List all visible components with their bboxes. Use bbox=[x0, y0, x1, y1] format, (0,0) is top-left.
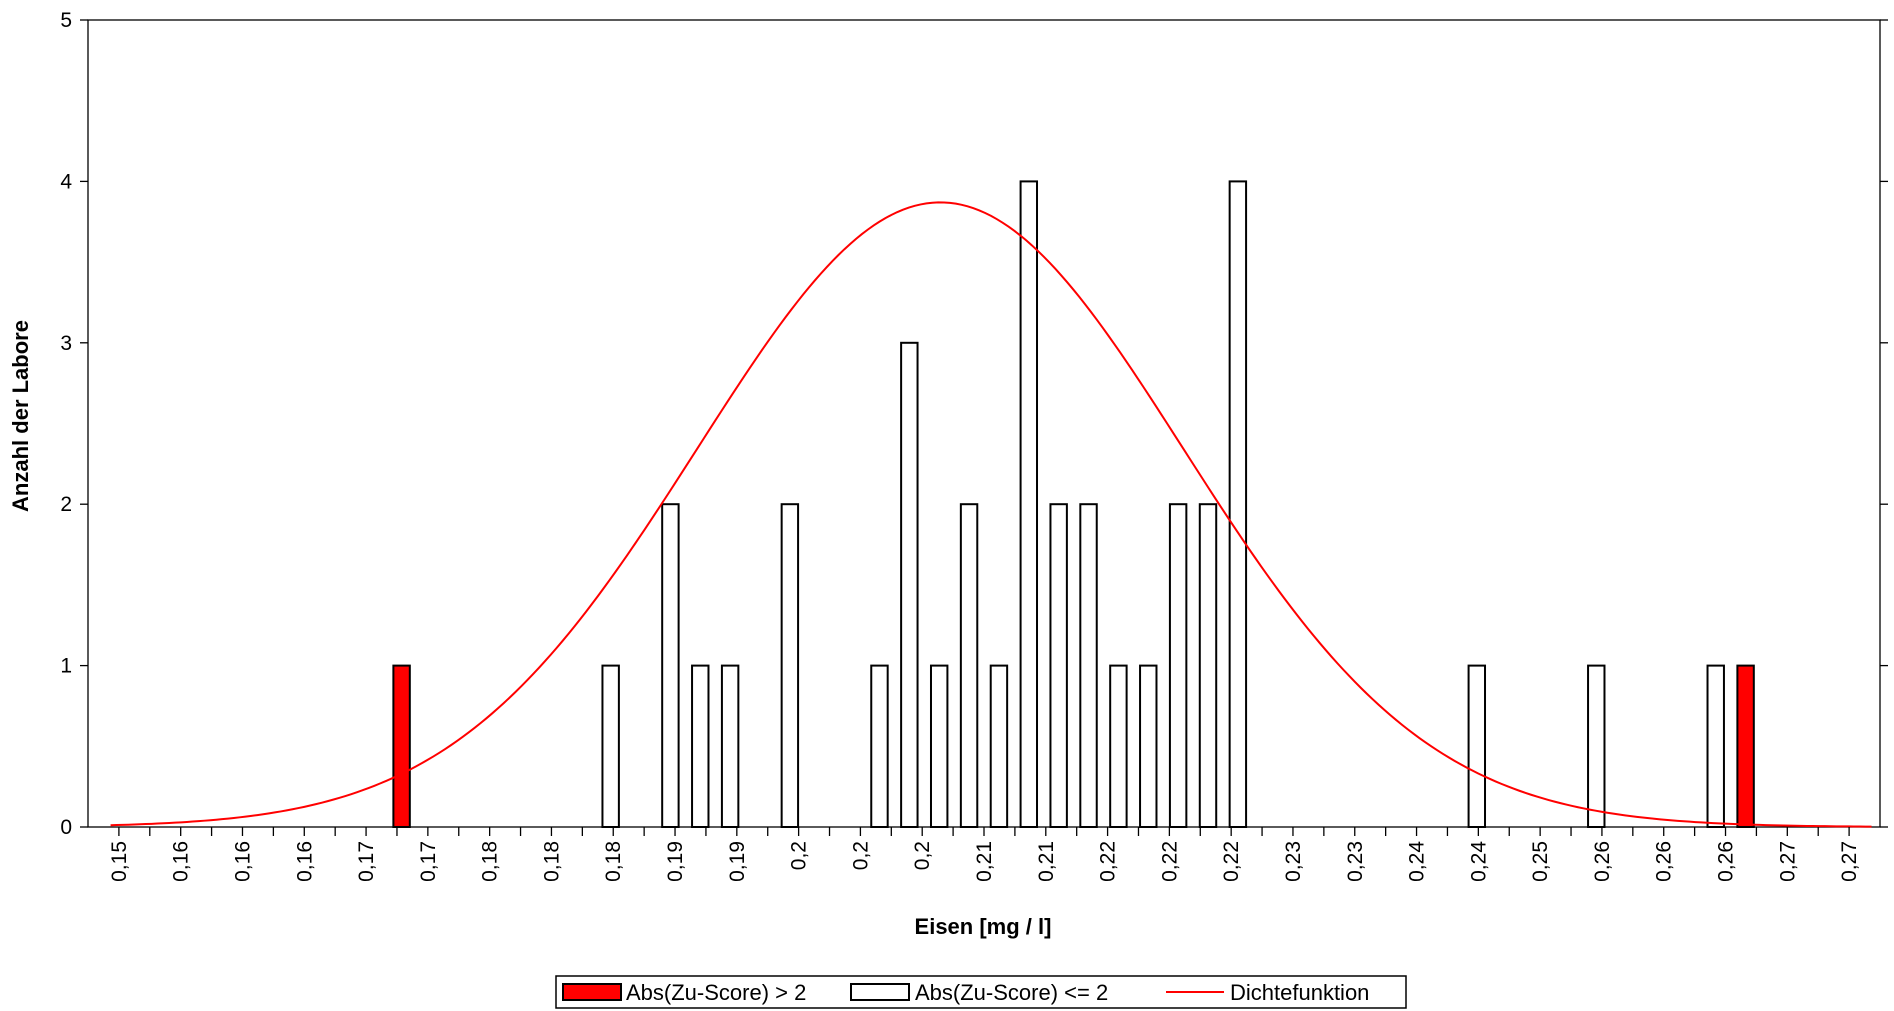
x-tick-label: 0,22 bbox=[1158, 841, 1181, 882]
x-tick-label: 0,22 bbox=[1097, 841, 1120, 882]
y-axis: 0 1 2 3 4 5 bbox=[60, 9, 1888, 839]
density-curve bbox=[110, 201, 1872, 828]
y-tick-label: 0 bbox=[60, 816, 72, 839]
legend-frame bbox=[555, 975, 1407, 1009]
x-tick-label: 0,26 bbox=[1653, 841, 1676, 882]
x-tick-label: 0,21 bbox=[973, 841, 996, 882]
x-tick-label: 0,15 bbox=[108, 841, 131, 882]
bar-normal bbox=[1019, 180, 1039, 828]
legend-label-density: Dichtefunktion bbox=[1230, 980, 1369, 1005]
bar-normal bbox=[929, 664, 949, 828]
bar-normal bbox=[1706, 664, 1725, 828]
x-tick-label: 0,27 bbox=[1776, 841, 1799, 882]
x-tick-label: 0,18 bbox=[602, 841, 625, 882]
legend-label-normal: Abs(Zu-Score) <= 2 bbox=[915, 980, 1108, 1005]
x-tick-label: 0,18 bbox=[540, 841, 563, 882]
bar-normal bbox=[1109, 664, 1128, 828]
bar-normal bbox=[989, 664, 1009, 828]
plot-area bbox=[87, 19, 1881, 828]
bar-normal bbox=[1049, 503, 1068, 828]
bar-normal bbox=[959, 503, 979, 828]
bar-normal bbox=[1587, 664, 1606, 828]
legend: Abs(Zu-Score) > 2 Abs(Zu-Score) <= 2 Dic… bbox=[555, 975, 1407, 1009]
bar-normal bbox=[601, 664, 620, 828]
bar-normal bbox=[1168, 503, 1188, 828]
bar-normal bbox=[780, 503, 800, 828]
bar-normal bbox=[720, 664, 740, 828]
bar-outlier bbox=[392, 664, 411, 828]
bar-normal bbox=[870, 664, 889, 828]
y-tick-label: 5 bbox=[60, 9, 72, 32]
x-tick-label: 0,21 bbox=[1035, 841, 1058, 882]
legend-swatch-normal bbox=[850, 983, 910, 1001]
x-tick-label: 0,27 bbox=[1838, 841, 1861, 882]
bar-outlier bbox=[1736, 664, 1755, 828]
bar-normal bbox=[1079, 503, 1098, 828]
x-tick-label: 0,26 bbox=[1715, 841, 1738, 882]
x-tick-label: 0,26 bbox=[1591, 841, 1614, 882]
density-curve-line bbox=[110, 201, 1872, 828]
bar-normal bbox=[691, 664, 710, 828]
x-tick-label: 0,23 bbox=[1282, 841, 1305, 882]
y-tick-label: 3 bbox=[60, 332, 72, 355]
legend-label-outlier: Abs(Zu-Score) > 2 bbox=[626, 980, 806, 1005]
bar-normal bbox=[1467, 664, 1487, 828]
x-tick-label: 0,22 bbox=[1220, 841, 1243, 882]
x-tick-label: 0,23 bbox=[1344, 841, 1367, 882]
x-tick-label: 0,16 bbox=[170, 841, 193, 882]
x-tick-label: 0,25 bbox=[1529, 841, 1552, 882]
x-tick-label: 0,17 bbox=[417, 841, 440, 882]
y-tick-label: 4 bbox=[60, 170, 72, 193]
y-tick-label: 1 bbox=[60, 655, 72, 678]
x-tick-label: 0,2 bbox=[788, 841, 811, 870]
bar-normal bbox=[1198, 503, 1218, 828]
x-axis: 0,15 0,16 0,16 0,16 0,17 0,17 0,18 0,18 0,18 0,19… bbox=[108, 827, 1861, 882]
bar-normal bbox=[900, 341, 919, 828]
x-tick-label: 0,17 bbox=[355, 841, 378, 882]
x-tick-label: 0,19 bbox=[726, 841, 749, 882]
x-tick-label: 0,24 bbox=[1406, 841, 1429, 882]
x-tick-label: 0,24 bbox=[1467, 841, 1490, 882]
plot-frame bbox=[87, 19, 1881, 828]
x-tick-label: 0,18 bbox=[479, 841, 502, 882]
bar-normal bbox=[1139, 664, 1158, 828]
x-tick-label: 0,16 bbox=[293, 841, 316, 882]
legend-swatch-outlier bbox=[562, 983, 622, 1001]
x-axis-title: Eisen [mg / l] bbox=[915, 914, 1052, 939]
y-axis-title: Anzahl der Labore bbox=[8, 320, 33, 512]
bar-normal bbox=[1228, 180, 1248, 828]
x-tick-label: 0,2 bbox=[849, 841, 872, 870]
bars bbox=[392, 180, 1755, 828]
bar-normal bbox=[661, 503, 680, 828]
x-tick-label: 0,16 bbox=[231, 841, 254, 882]
y-tick-label: 2 bbox=[60, 493, 72, 516]
x-tick-label: 0,19 bbox=[664, 841, 687, 882]
x-tick-label: 0,2 bbox=[911, 841, 934, 870]
